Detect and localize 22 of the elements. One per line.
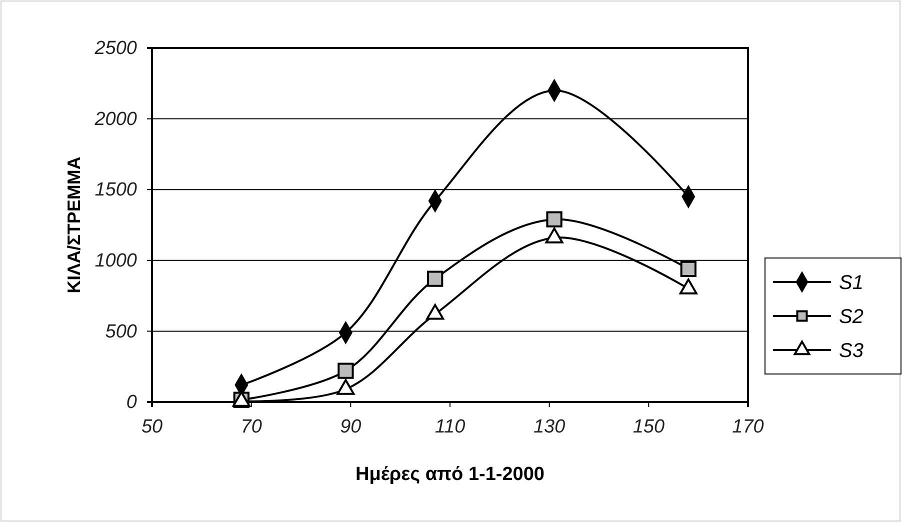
x-tick-label: 90	[340, 416, 362, 438]
point	[427, 270, 444, 287]
y-tick-label: 1500	[94, 180, 138, 201]
legend-label: S3	[839, 340, 864, 362]
y-tick-label: 0	[126, 392, 138, 414]
y-tick-label: 2000	[94, 108, 138, 130]
point	[680, 260, 696, 277]
x-tick-label: 170	[732, 416, 764, 438]
x-tick-label: 70	[240, 416, 262, 438]
x-tick-label: 130	[533, 416, 566, 438]
point	[338, 362, 354, 379]
x-tick-label: 50	[141, 416, 163, 438]
y-tick-label: 1000	[94, 250, 138, 272]
x-axis-title: Ημέρες από 1-1-2000	[355, 464, 545, 485]
legend-label: S2	[839, 306, 864, 328]
x-tick-label: 150	[632, 416, 665, 438]
point	[546, 211, 562, 228]
y-axis-title: ΚΙΛΑ/ΣΤΡΕΜΜΑ	[64, 156, 84, 294]
y-tick-label: 2500	[94, 38, 138, 60]
x-tick-label: 110	[434, 416, 466, 438]
y-tick-label: 500	[105, 321, 138, 342]
legend-label: S1	[839, 272, 864, 294]
